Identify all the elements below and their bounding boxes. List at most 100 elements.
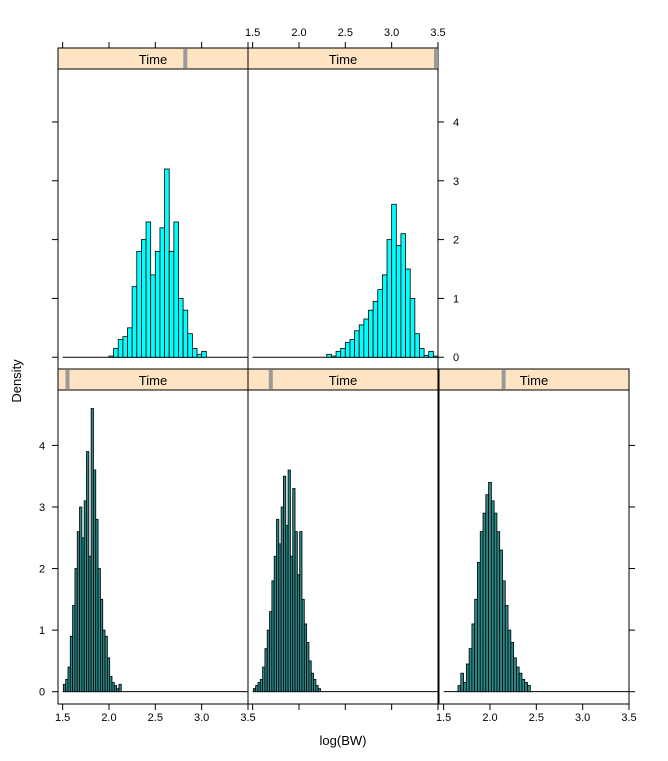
- panel-0-strip-indicator: [65, 370, 70, 389]
- y-tick-label: 4: [453, 117, 459, 129]
- panel-4-bar: [326, 353, 332, 358]
- panel-4-strip-indicator: [434, 49, 438, 68]
- x-tick-label: 1.5: [55, 712, 70, 724]
- panel-2-bar: [482, 512, 487, 693]
- panel-4-bar: [386, 239, 393, 358]
- panel-2-bar: [479, 531, 484, 693]
- panel-2-bar: [485, 494, 489, 693]
- panel-3-strip-label: Time: [139, 52, 167, 67]
- y-tick-label: 2: [39, 564, 45, 576]
- panel-3-bar: [113, 348, 119, 358]
- panel-0-bar: [118, 683, 122, 693]
- y-tick-label: 0: [39, 687, 45, 699]
- panel-3-bar: [150, 274, 156, 358]
- panel-3-bar: [173, 221, 179, 358]
- panel-0-bar: [106, 657, 111, 693]
- panel-2-bar: [527, 685, 531, 693]
- panel-4-bar: [414, 333, 420, 358]
- panel-4-bar: [428, 350, 434, 358]
- panel-2-bar: [502, 580, 506, 693]
- panel-3-bar: [141, 239, 147, 358]
- x-tick-label-top: 2.5: [338, 27, 353, 39]
- panel-1-bar: [317, 688, 321, 693]
- panel-1-strip-label: Time: [329, 373, 357, 388]
- panel-3-bar: [196, 353, 203, 358]
- panel-2-bar: [465, 663, 470, 693]
- panel-2-bar: [490, 500, 495, 693]
- panel-4-bar: [419, 348, 425, 358]
- panel-2-bar: [471, 623, 476, 693]
- panel-4-bar: [340, 348, 346, 358]
- panel-3-bar: [159, 227, 165, 358]
- panel-2-bar: [524, 682, 528, 693]
- x-tick-label-top: 3.0: [384, 27, 399, 39]
- panel-3-bar: [178, 298, 184, 358]
- x-axis-title: log(BW): [320, 733, 367, 748]
- panel-4-border: [247, 68, 439, 370]
- panel-4-bar: [354, 330, 360, 358]
- panel-2-bar: [496, 531, 501, 693]
- x-tick-label-top: 1.5: [245, 27, 260, 39]
- y-tick-label: 3: [39, 502, 45, 514]
- panel-2-bar: [499, 549, 503, 693]
- panel-2-bar: [521, 678, 526, 693]
- panel-4-bar: [344, 342, 351, 358]
- x-tick-label: 3.5: [240, 712, 255, 724]
- panel-3-bar: [145, 221, 152, 358]
- y-tick-label: 0: [453, 352, 459, 364]
- panel-3-bar: [201, 350, 207, 358]
- panel-3-bar: [182, 309, 189, 358]
- panel-4-bar: [349, 339, 355, 358]
- panel-2-bar: [513, 657, 517, 693]
- panel-4-bar: [400, 233, 406, 358]
- x-tick-label: 3.0: [194, 712, 209, 724]
- panel-4-bar: [363, 318, 369, 358]
- x-tick-label-top: 3.5: [430, 27, 445, 39]
- x-tick-label: 2.0: [101, 712, 116, 724]
- panel-2-bar: [477, 561, 481, 693]
- y-tick-label: 3: [453, 176, 459, 188]
- panel-3-bar: [131, 286, 138, 358]
- panel-4-bar: [409, 298, 416, 358]
- panel-4-bar: [432, 355, 439, 358]
- panel-2-bar: [457, 685, 462, 693]
- panel-2-border: [438, 389, 630, 705]
- x-tick-label: 2.0: [482, 712, 497, 724]
- panel-2-bar: [515, 666, 520, 693]
- panel-4-bar: [423, 355, 430, 358]
- panel-2-bar: [474, 598, 478, 693]
- x-tick-label: 3.0: [575, 712, 590, 724]
- panel-2-bar: [518, 672, 523, 693]
- panel-4-bar: [391, 203, 397, 358]
- x-tick-label: 1.5: [436, 712, 451, 724]
- panel-4-bar: [335, 350, 342, 358]
- panel-1-border: [247, 389, 439, 705]
- panel-3-bar: [117, 339, 124, 358]
- x-tick-label: 3.5: [621, 712, 636, 724]
- panel-3-bar: [154, 250, 161, 358]
- panel-3-bar: [127, 327, 133, 358]
- panel-4-bar: [358, 324, 365, 358]
- panel-0-strip-label: Time: [139, 373, 167, 388]
- y-tick-label: 2: [453, 235, 459, 247]
- panel-3-bar: [168, 250, 175, 358]
- y-tick-label: 4: [39, 440, 45, 452]
- panel-3-strip-indicator: [183, 49, 188, 68]
- panel-3-bar: [164, 168, 170, 358]
- panel-4-bar: [372, 300, 379, 358]
- y-axis-title: Density: [9, 359, 24, 403]
- panel-3-bar: [108, 355, 115, 358]
- panel-2-bar: [493, 512, 498, 693]
- panel-4-bar: [368, 309, 374, 358]
- panel-2-strip-indicator: [501, 370, 506, 389]
- x-tick-label: 2.5: [148, 712, 163, 724]
- panel-1-strip-indicator: [268, 370, 273, 389]
- y-tick-label: 1: [39, 625, 45, 637]
- panel-2-bar: [460, 672, 464, 693]
- panel-4-bar: [331, 355, 337, 358]
- panel-2-bar: [463, 682, 467, 693]
- panel-2-bar: [468, 648, 473, 693]
- panel-4-bar: [395, 245, 402, 358]
- panel-4-strip-label: Time: [329, 52, 357, 67]
